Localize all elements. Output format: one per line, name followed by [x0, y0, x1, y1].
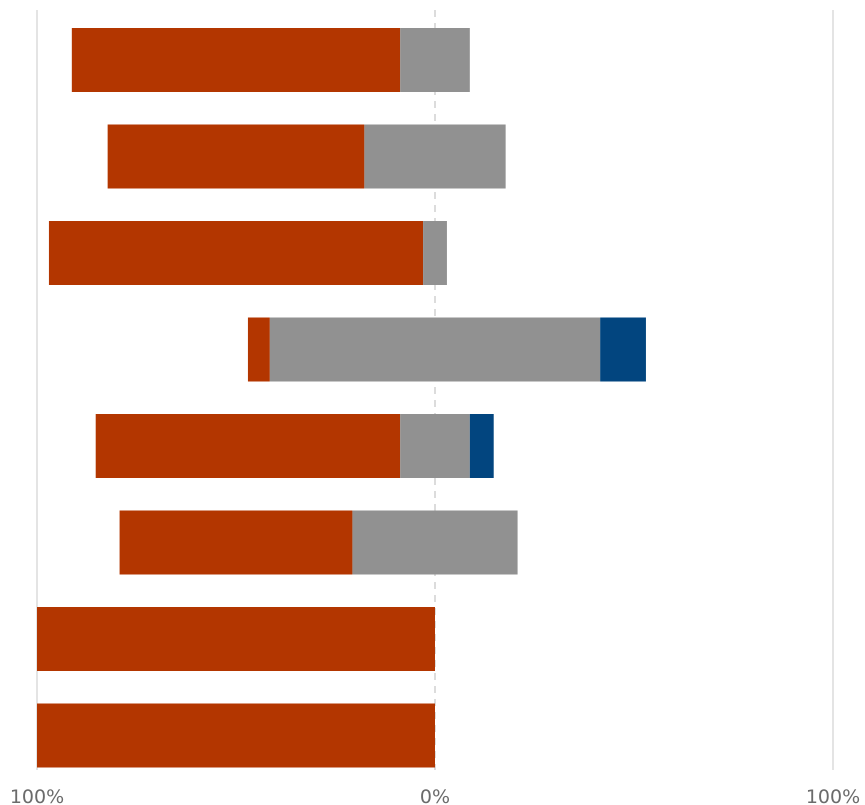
x-tick-label: 0% — [420, 786, 450, 805]
x-axis: 100% 0% 100% — [10, 786, 860, 805]
bar-positive-row-5 — [469, 414, 494, 478]
bar-negative-row-1 — [71, 28, 401, 92]
bar-negative-row-6 — [119, 510, 353, 575]
bar-neutral-row-5 — [400, 414, 470, 478]
x-tick-label: 100% — [10, 786, 64, 805]
bar-negative-row-7 — [37, 607, 435, 671]
bar-negative-row-2 — [107, 124, 365, 189]
bar-negative-row-8 — [37, 703, 435, 768]
bar-negative-row-5 — [95, 414, 401, 478]
bar-neutral-row-6 — [352, 510, 518, 575]
bar-negative-row-3 — [48, 221, 424, 285]
bar-negative-row-4 — [247, 317, 270, 382]
bars-layer — [37, 28, 646, 768]
bar-neutral-row-1 — [400, 28, 470, 92]
x-tick-label: 100% — [806, 786, 860, 805]
bar-neutral-row-4 — [269, 317, 601, 382]
bar-positive-row-4 — [600, 317, 646, 382]
bar-neutral-row-2 — [364, 124, 506, 189]
bar-neutral-row-3 — [423, 221, 447, 285]
